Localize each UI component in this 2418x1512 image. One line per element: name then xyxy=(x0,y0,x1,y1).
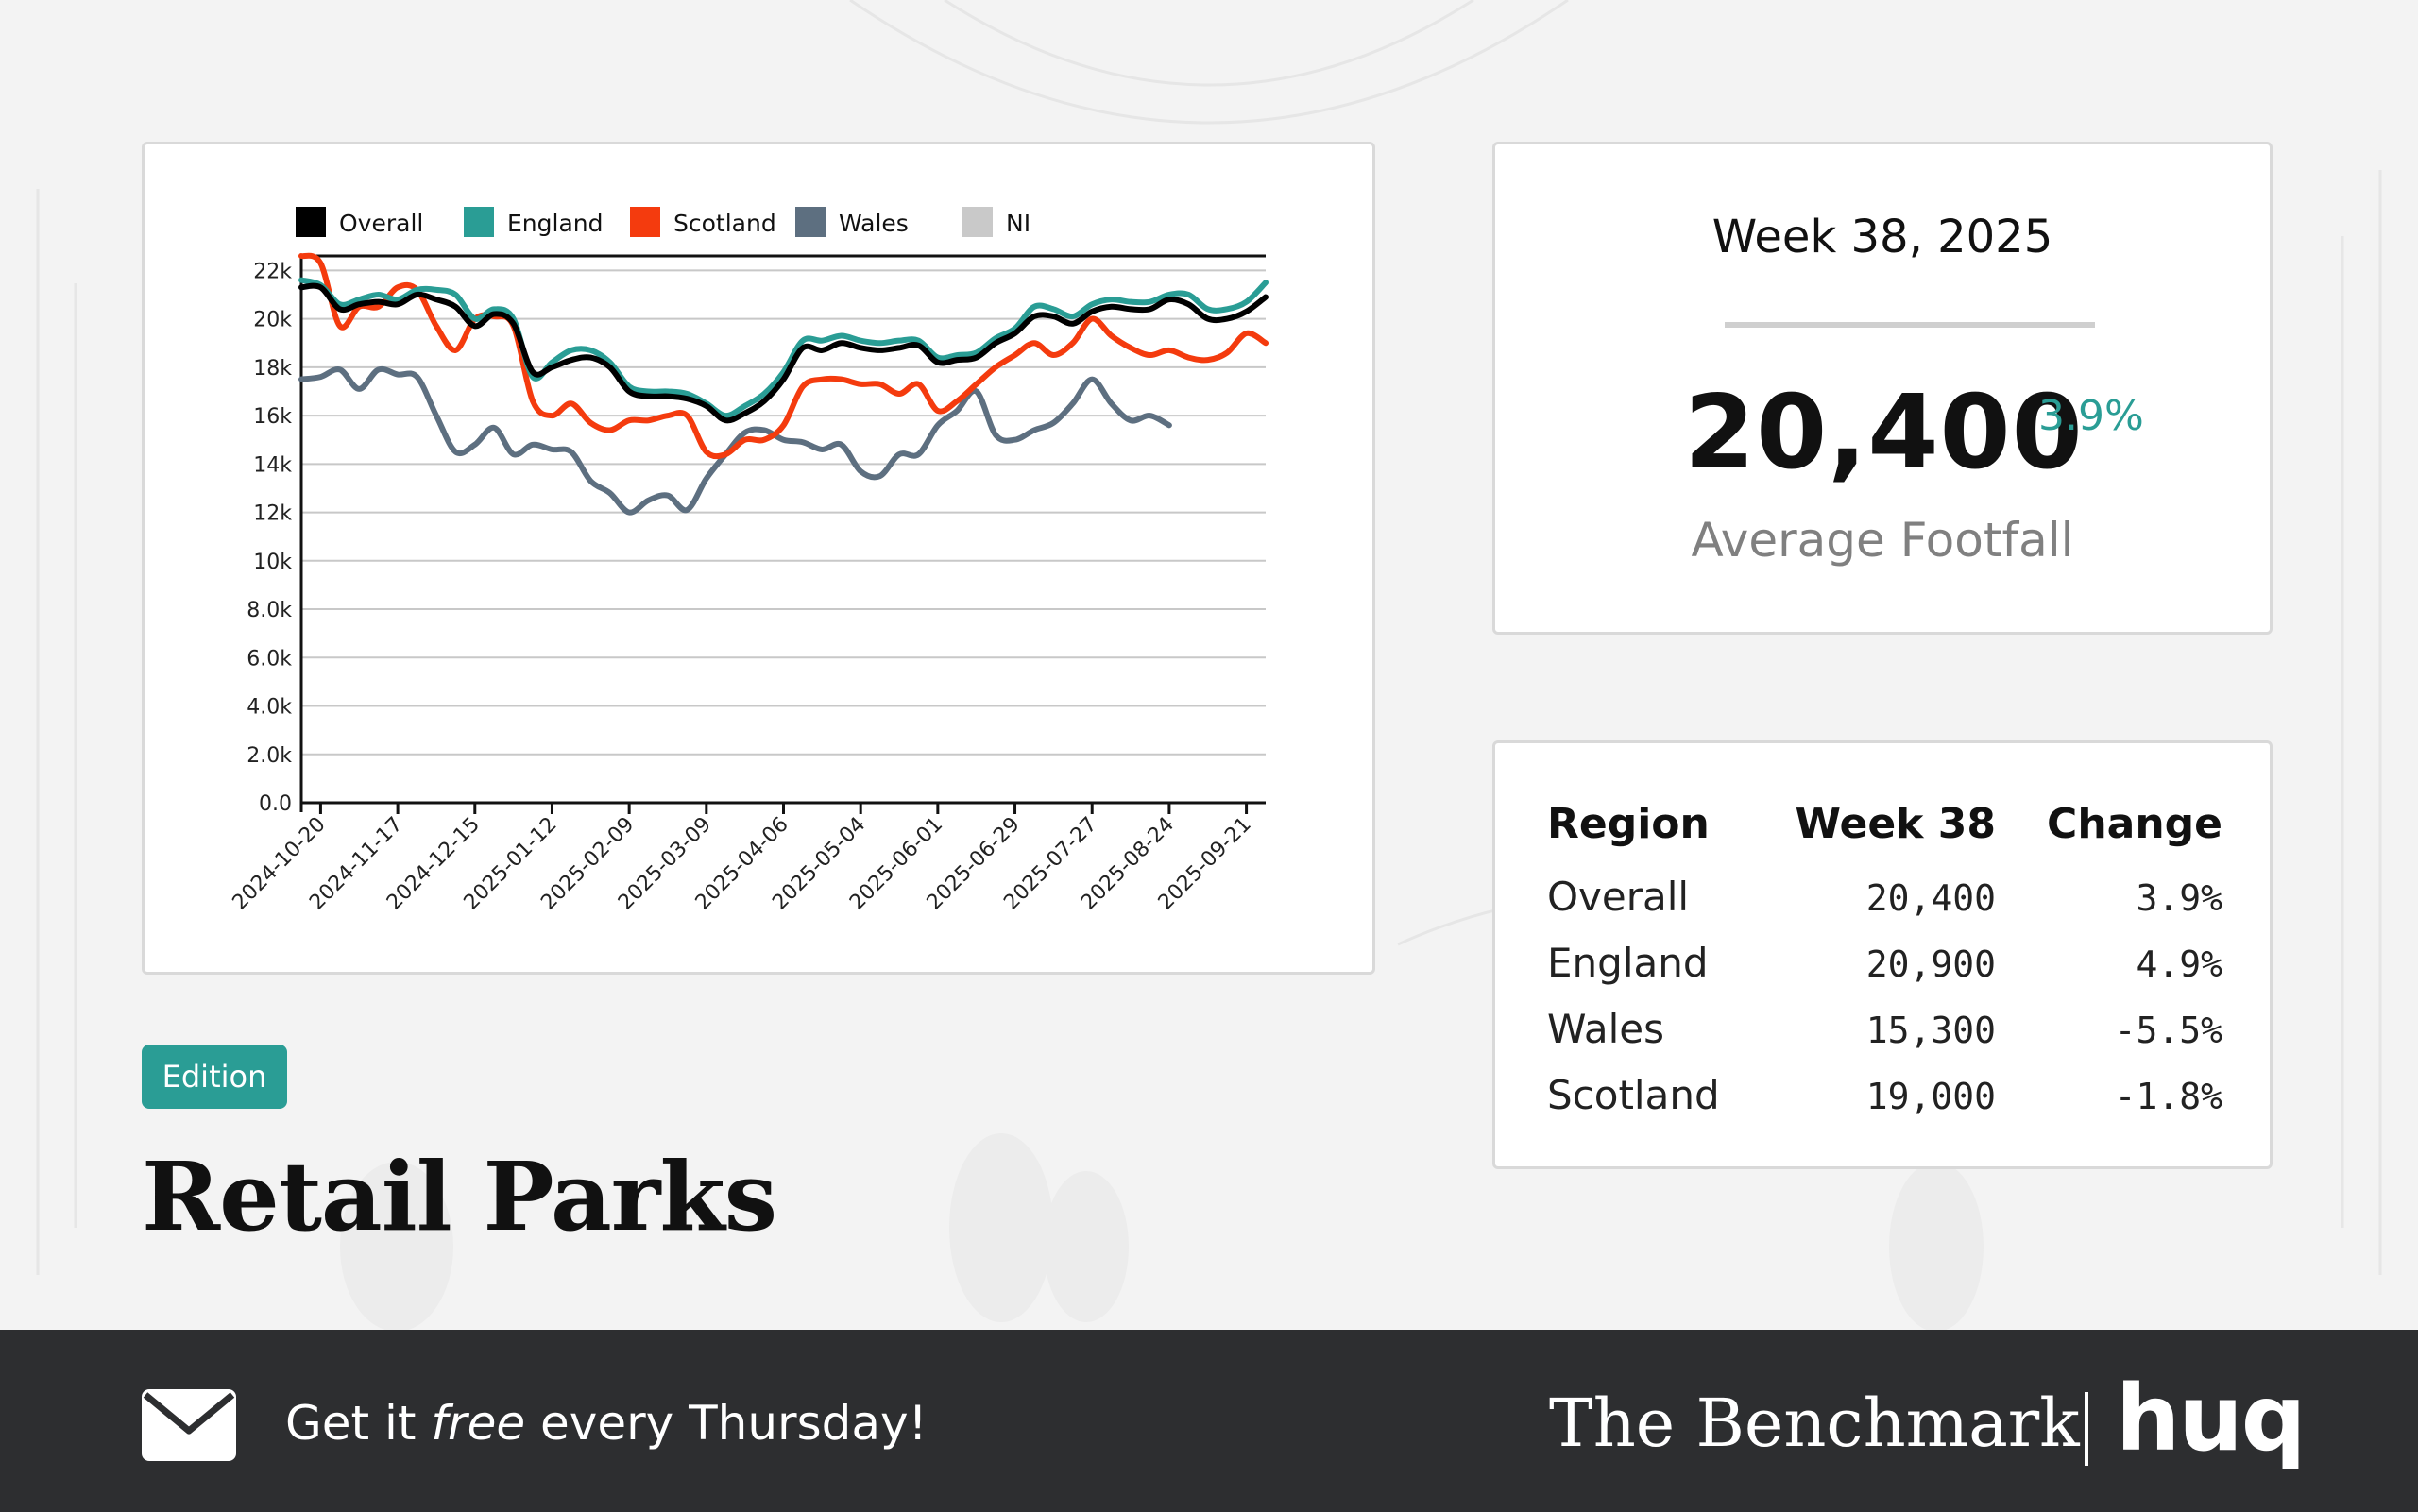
legend-swatch-overall xyxy=(296,207,326,237)
table-cell-change: -1.8% xyxy=(2114,1076,2222,1117)
kpi-week-label: Week 38, 2025 xyxy=(1711,211,2053,263)
series-line-overall xyxy=(298,282,1269,424)
y-tick-label: 16k xyxy=(253,405,292,429)
tagline-text-start: Get it xyxy=(285,1396,432,1451)
y-tick-label: 0.0 xyxy=(259,792,292,816)
legend-swatch-england xyxy=(464,207,494,237)
legend-label-england: England xyxy=(507,210,604,237)
y-tick-label: 12k xyxy=(253,502,292,526)
table-cell-change: -5.5% xyxy=(2114,1010,2222,1051)
series-line-wales xyxy=(298,365,1172,516)
table-header-change: Change xyxy=(2047,800,2222,848)
legend-label-ni: NI xyxy=(1006,210,1030,237)
table-cell-week: 20,900 xyxy=(1865,943,1996,985)
background-illustration xyxy=(36,0,2382,1275)
table-cell-change: 4.9% xyxy=(2136,943,2222,985)
table-cell-region: England xyxy=(1547,940,1709,986)
footfall-chart-card: 0.0 2.0k 4.0k 6.0k 8.0k 10k 12k 14k 16k 18k 20k 22k… xyxy=(142,142,1375,975)
y-tick-label: 8.0k xyxy=(247,599,292,622)
brand-name: The Benchmark xyxy=(1549,1385,2080,1462)
edition-badge: Edition xyxy=(142,1045,287,1109)
table-cell-week: 19,000 xyxy=(1865,1076,1996,1117)
y-tick-label: 4.0k xyxy=(247,696,292,720)
kpi-change-percent: 3.9% xyxy=(2038,392,2144,440)
tagline-emphasis: free xyxy=(431,1396,526,1451)
table-cell-week: 20,400 xyxy=(1865,877,1996,919)
subscribe-tagline[interactable]: Get it free every Thursday! xyxy=(285,1396,928,1451)
y-tick-label: 22k xyxy=(253,260,292,283)
kpi-card: Week 38, 2025 20,400 3.9% Average Footfa… xyxy=(1492,142,2273,635)
kpi-average-footfall-value: 20,400 xyxy=(1684,374,2084,492)
table-header-week: Week 38 xyxy=(1795,800,1996,848)
table-row: England 20,900 4.9% xyxy=(1495,940,2270,1006)
legend-swatch-ni xyxy=(962,207,993,237)
y-tick-label: 18k xyxy=(253,357,292,381)
table-cell-week: 15,300 xyxy=(1865,1010,1996,1051)
y-tick-label: 2.0k xyxy=(247,744,292,768)
kpi-divider xyxy=(1725,322,2095,328)
footer-bar: Get it free every Thursday! The Benchmar… xyxy=(0,1330,2418,1512)
tagline-text-end: every Thursday! xyxy=(525,1396,928,1451)
legend-label-scotland: Scotland xyxy=(673,210,776,237)
series-line-scotland xyxy=(298,252,1269,460)
y-tick-label: 14k xyxy=(253,453,292,477)
table-cell-region: Scotland xyxy=(1547,1072,1720,1118)
table-row: Scotland 19,000 -1.8% xyxy=(1495,1072,2270,1138)
table-cell-region: Overall xyxy=(1547,874,1690,920)
y-tick-label: 6.0k xyxy=(247,647,292,671)
page-title: Retail Parks xyxy=(142,1141,777,1252)
legend-label-overall: Overall xyxy=(339,210,423,237)
envelope-icon[interactable] xyxy=(142,1389,236,1461)
brand-separator xyxy=(2085,1392,2088,1466)
legend-swatch-scotland xyxy=(630,207,660,237)
table-cell-region: Wales xyxy=(1547,1006,1664,1052)
y-tick-label: 20k xyxy=(253,309,292,332)
y-tick-label: 10k xyxy=(253,551,292,574)
legend-label-wales: Wales xyxy=(839,210,909,237)
region-table-card: Region Week 38 Change Overall 20,400 3.9… xyxy=(1492,740,2273,1169)
series-line-england xyxy=(298,277,1269,419)
table-header-region: Region xyxy=(1547,800,1710,848)
table-row: Wales 15,300 -5.5% xyxy=(1495,1006,2270,1072)
kpi-caption: Average Footfall xyxy=(1691,513,2074,568)
table-row: Overall 20,400 3.9% xyxy=(1495,874,2270,940)
legend-swatch-wales xyxy=(795,207,826,237)
brand-logo[interactable]: huq xyxy=(2116,1366,2306,1471)
footfall-line-chart: 0.0 2.0k 4.0k 6.0k 8.0k 10k 12k 14k 16k 18k 20k 22k… xyxy=(229,207,1269,915)
table-cell-change: 3.9% xyxy=(2136,877,2222,919)
